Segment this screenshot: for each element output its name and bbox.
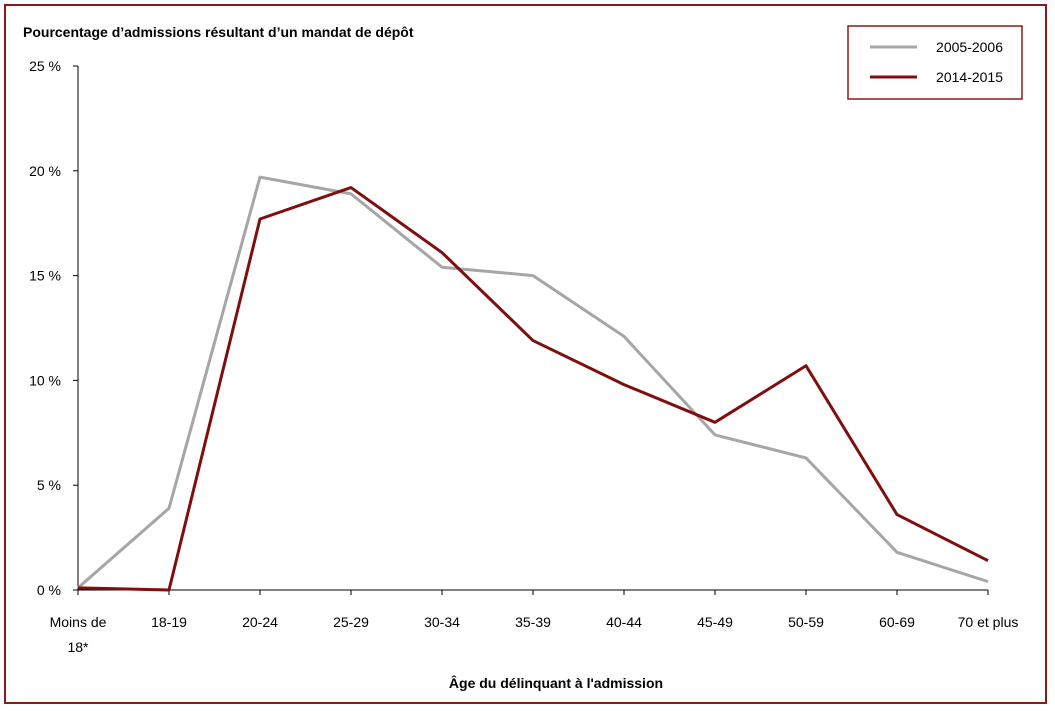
x-tick-label: 25-29 bbox=[333, 614, 369, 630]
x-tick-label: 18-19 bbox=[151, 614, 187, 630]
y-tick-label: 5 % bbox=[37, 477, 61, 493]
y-tick-label: 20 % bbox=[29, 163, 61, 179]
axes bbox=[77, 66, 988, 591]
x-tick-label: Moins de 18* bbox=[50, 614, 107, 655]
x-tick-label: 70 et plus bbox=[958, 614, 1019, 630]
series-lines bbox=[77, 175, 989, 592]
x-axis-label: Âge du délinquant à l'admission bbox=[449, 674, 663, 691]
x-tick-label: 50-59 bbox=[788, 614, 824, 630]
y-tick-label: 25 % bbox=[29, 58, 61, 74]
x-tick-label: 45-49 bbox=[697, 614, 733, 630]
y-tick-label: 15 % bbox=[29, 268, 61, 284]
chart-title: Pourcentage d’admissions résultant d’un … bbox=[23, 24, 414, 40]
chart-frame bbox=[4, 4, 1047, 704]
y-axis-ticks: 0 % 5 % 10 % 15 % 20 % 25 % bbox=[29, 58, 78, 598]
x-axis-ticks: Moins de 18* 18-19 20-24 25-29 30-34 35-39 40-4… bbox=[50, 590, 1019, 655]
x-tick-label: 35-39 bbox=[515, 614, 551, 630]
legend-box bbox=[847, 25, 1023, 100]
x-tick-label: 60-69 bbox=[879, 614, 915, 630]
legend: 2005-2006 2014-2015 bbox=[847, 25, 1023, 100]
y-tick-label: 0 % bbox=[37, 582, 61, 598]
x-tick-label: 30-34 bbox=[424, 614, 460, 630]
x-tick-label: 40-44 bbox=[606, 614, 642, 630]
series-line-2005-2006 bbox=[77, 175, 989, 590]
series-line-2014-2015 bbox=[77, 186, 989, 592]
y-tick-label: 10 % bbox=[29, 372, 61, 388]
legend-label-2014-2015: 2014-2015 bbox=[936, 69, 1003, 85]
legend-label-2005-2006: 2005-2006 bbox=[936, 39, 1003, 55]
x-tick-label: 20-24 bbox=[242, 614, 278, 630]
